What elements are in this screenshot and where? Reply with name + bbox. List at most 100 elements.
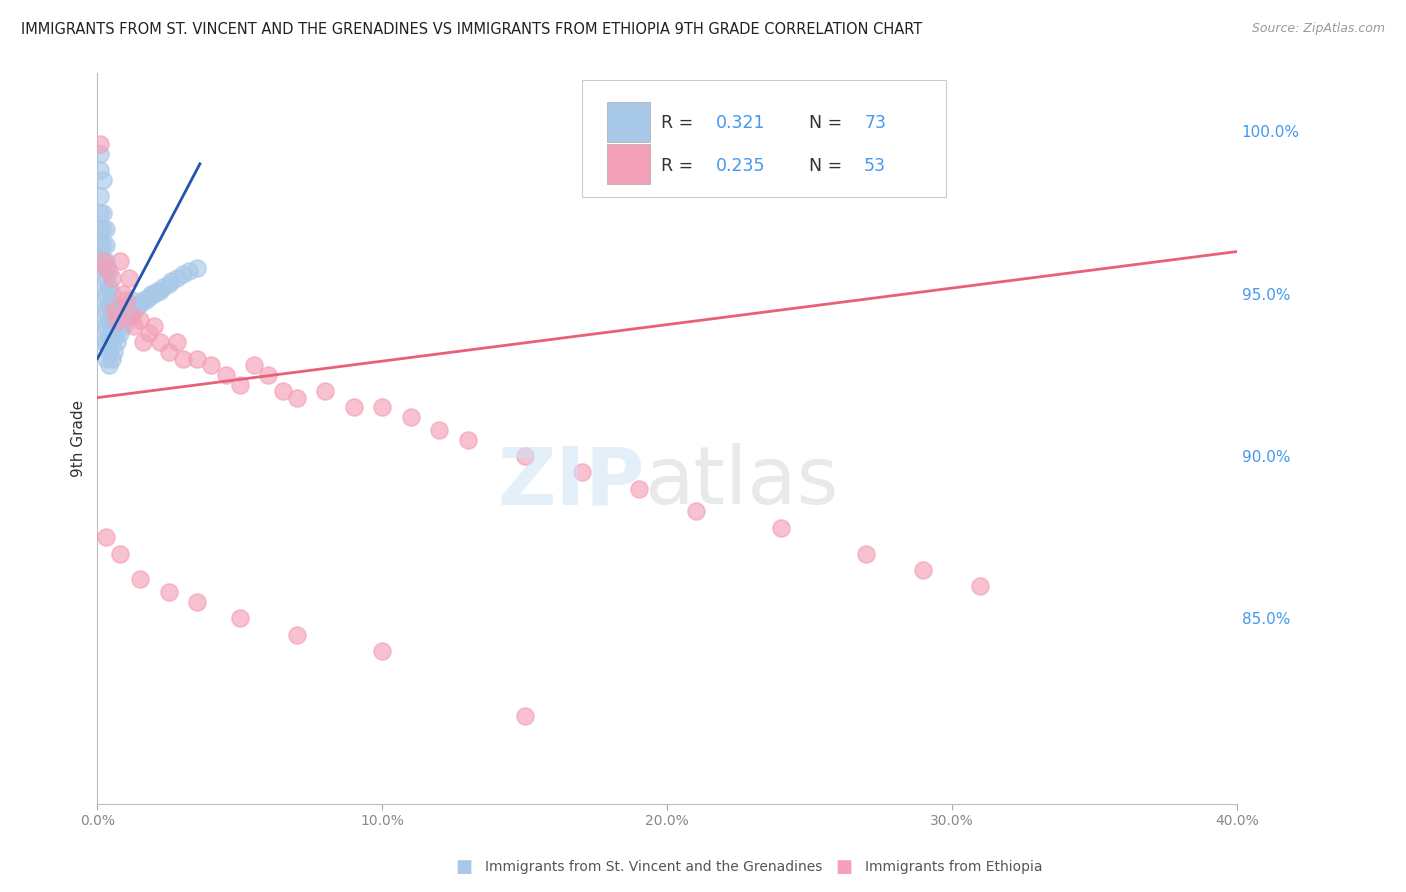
Point — [513, 709, 536, 723]
Point — [132, 293, 155, 308]
Point — [114, 293, 136, 308]
Point — [229, 611, 252, 625]
FancyBboxPatch shape — [606, 144, 650, 184]
Point — [111, 286, 134, 301]
Text: atlas: atlas — [644, 443, 838, 521]
Point — [105, 312, 128, 326]
Point — [285, 628, 308, 642]
Point — [103, 345, 125, 359]
Point — [146, 284, 169, 298]
Point — [91, 270, 114, 285]
Point — [214, 368, 236, 382]
Point — [912, 134, 935, 148]
Point — [89, 205, 111, 219]
Point — [124, 319, 146, 334]
Point — [149, 335, 172, 350]
Text: R =: R = — [661, 113, 699, 132]
Point — [371, 644, 394, 658]
Point — [138, 326, 160, 340]
Point — [129, 312, 152, 326]
Point — [132, 335, 155, 350]
Point — [89, 222, 111, 236]
Point — [97, 358, 120, 372]
Point — [100, 270, 122, 285]
Point — [100, 303, 122, 318]
Point — [127, 300, 149, 314]
Point — [152, 280, 174, 294]
Point — [89, 254, 111, 268]
Point — [91, 319, 114, 334]
Text: Immigrants from St. Vincent and the Grenadines: Immigrants from St. Vincent and the Gren… — [485, 860, 823, 874]
Point — [91, 303, 114, 318]
Point — [103, 312, 125, 326]
Point — [257, 368, 280, 382]
Point — [111, 306, 134, 320]
Point — [89, 238, 111, 252]
Point — [105, 335, 128, 350]
Text: ■: ■ — [835, 858, 852, 876]
Point — [91, 238, 114, 252]
Point — [855, 134, 877, 148]
Text: R =: R = — [661, 157, 699, 175]
Point — [118, 270, 141, 285]
Text: Source: ZipAtlas.com: Source: ZipAtlas.com — [1251, 22, 1385, 36]
Point — [129, 296, 152, 310]
Point — [166, 270, 188, 285]
Point — [427, 423, 450, 437]
Text: 73: 73 — [865, 113, 886, 132]
Point — [172, 267, 194, 281]
Point — [243, 358, 266, 372]
Text: 53: 53 — [865, 157, 886, 175]
Point — [157, 585, 180, 599]
Point — [143, 319, 166, 334]
Point — [97, 280, 120, 294]
Text: IMMIGRANTS FROM ST. VINCENT AND THE GRENADINES VS IMMIGRANTS FROM ETHIOPIA 9TH G: IMMIGRANTS FROM ST. VINCENT AND THE GREN… — [21, 22, 922, 37]
Point — [97, 345, 120, 359]
Point — [186, 260, 208, 275]
Point — [912, 563, 935, 577]
Point — [94, 530, 117, 544]
Point — [143, 286, 166, 301]
Point — [108, 254, 131, 268]
Point — [314, 384, 336, 399]
Text: ZIP: ZIP — [496, 443, 644, 521]
Point — [91, 286, 114, 301]
Point — [343, 401, 366, 415]
Point — [457, 433, 479, 447]
Point — [172, 351, 194, 366]
Point — [124, 303, 146, 318]
Point — [141, 286, 163, 301]
Point — [157, 277, 180, 291]
Point — [160, 274, 183, 288]
Point — [100, 351, 122, 366]
Point — [371, 401, 394, 415]
Point — [89, 147, 111, 161]
Point — [108, 547, 131, 561]
Point — [100, 319, 122, 334]
Point — [94, 286, 117, 301]
Point — [118, 296, 141, 310]
Text: 0.321: 0.321 — [716, 113, 765, 132]
Point — [100, 335, 122, 350]
Point — [97, 296, 120, 310]
Point — [105, 319, 128, 334]
Point — [108, 326, 131, 340]
Point — [627, 482, 650, 496]
Point — [105, 303, 128, 318]
Point — [855, 547, 877, 561]
Point — [94, 238, 117, 252]
Point — [103, 303, 125, 318]
Point — [138, 290, 160, 304]
Text: ■: ■ — [456, 858, 472, 876]
Point — [94, 319, 117, 334]
Point — [94, 260, 117, 275]
Point — [129, 573, 152, 587]
Point — [94, 351, 117, 366]
Point — [89, 137, 111, 152]
Point — [89, 189, 111, 203]
Point — [114, 300, 136, 314]
FancyBboxPatch shape — [606, 103, 650, 143]
Point — [89, 163, 111, 178]
Point — [157, 345, 180, 359]
Point — [186, 595, 208, 609]
